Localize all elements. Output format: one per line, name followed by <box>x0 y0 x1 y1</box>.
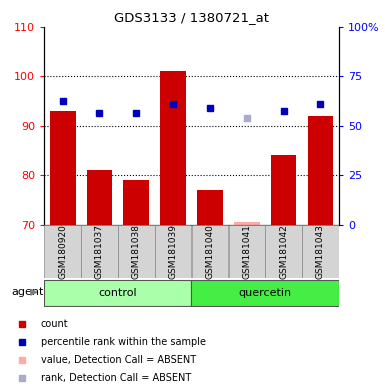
Bar <box>191 280 339 306</box>
Bar <box>308 116 333 225</box>
Bar <box>44 280 191 306</box>
Text: agent: agent <box>11 287 44 297</box>
Text: control: control <box>99 288 137 298</box>
Text: GSM181042: GSM181042 <box>279 224 288 279</box>
Text: value, Detection Call = ABSENT: value, Detection Call = ABSENT <box>41 355 196 365</box>
Title: GDS3133 / 1380721_at: GDS3133 / 1380721_at <box>114 11 269 24</box>
Text: GSM181043: GSM181043 <box>316 224 325 279</box>
Bar <box>265 225 302 278</box>
Text: GSM181040: GSM181040 <box>206 224 214 279</box>
Bar <box>87 170 112 225</box>
Text: GSM181037: GSM181037 <box>95 224 104 279</box>
Text: count: count <box>41 319 69 329</box>
Bar <box>118 225 154 278</box>
Text: GSM181041: GSM181041 <box>242 224 251 279</box>
Bar <box>124 180 149 225</box>
Text: GSM180920: GSM180920 <box>58 224 67 279</box>
Bar <box>192 225 228 278</box>
Bar <box>160 71 186 225</box>
Bar <box>155 225 191 278</box>
Text: GSM181039: GSM181039 <box>169 224 177 279</box>
Bar <box>197 190 223 225</box>
Bar <box>302 225 339 278</box>
Bar <box>81 225 118 278</box>
Bar <box>44 225 81 278</box>
Bar <box>271 156 296 225</box>
Text: GSM181038: GSM181038 <box>132 224 141 279</box>
Text: percentile rank within the sample: percentile rank within the sample <box>41 337 206 347</box>
Bar <box>229 225 265 278</box>
Bar <box>234 222 259 225</box>
Bar <box>50 111 75 225</box>
Text: quercetin: quercetin <box>239 288 292 298</box>
Text: rank, Detection Call = ABSENT: rank, Detection Call = ABSENT <box>41 373 191 383</box>
